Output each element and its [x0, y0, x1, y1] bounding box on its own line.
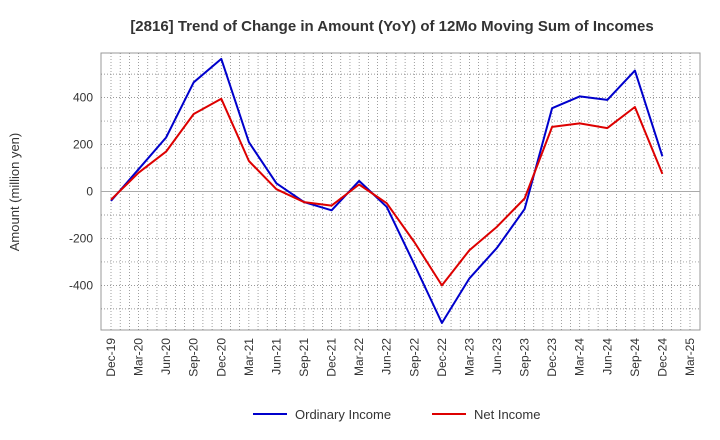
x-tick-label: Jun-24 [600, 338, 614, 375]
x-tick-label: Mar-23 [462, 338, 476, 376]
series-line-ordinary-income [110, 57, 664, 324]
y-axis-ticks: 400 200 0 -200 -400 [69, 91, 93, 293]
y-tick-label: 0 [86, 185, 93, 199]
y-tick-label: 200 [73, 138, 93, 152]
chart-title: [2816] Trend of Change in Amount (YoY) o… [130, 18, 653, 35]
y-tick-label: -200 [69, 231, 93, 245]
x-tick-label: Mar-24 [573, 338, 587, 376]
x-tick-label: Sep-21 [297, 338, 311, 377]
x-tick-label: Mar-25 [683, 338, 697, 376]
y-tick-label: -400 [69, 278, 93, 292]
x-tick-label: Sep-24 [628, 338, 642, 377]
x-tick-label: Jun-22 [380, 338, 394, 375]
x-axis-ticks: Dec-19 Mar-20 Jun-20 Sep-20 Dec-20 Mar-21 Jun-… [104, 338, 697, 377]
legend-label: Ordinary Income [295, 407, 391, 422]
series-lines [110, 57, 664, 324]
grid [101, 53, 700, 330]
x-tick-label: Mar-21 [242, 338, 256, 376]
x-tick-label: Mar-20 [132, 338, 146, 376]
x-tick-label: Dec-24 [655, 338, 669, 377]
x-tick-label: Jun-21 [269, 338, 283, 375]
x-tick-label: Mar-22 [352, 338, 366, 376]
x-tick-label: Dec-22 [435, 338, 449, 377]
legend-label: Net Income [474, 407, 540, 422]
y-tick-label: 400 [73, 91, 93, 105]
series-line-net-income [110, 97, 664, 287]
x-tick-label: Jun-23 [490, 338, 504, 375]
x-tick-label: Dec-21 [325, 338, 339, 377]
legend: Ordinary Income Net Income [253, 407, 540, 422]
x-tick-label: Sep-20 [187, 338, 201, 377]
y-axis-label: Amount (million yen) [7, 133, 22, 252]
x-tick-label: Dec-20 [214, 338, 228, 377]
x-tick-label: Dec-23 [545, 338, 559, 377]
x-tick-label: Jun-20 [159, 338, 173, 375]
x-tick-label: Dec-19 [104, 338, 118, 377]
x-tick-label: Sep-22 [407, 338, 421, 377]
x-tick-label: Sep-23 [518, 338, 532, 377]
